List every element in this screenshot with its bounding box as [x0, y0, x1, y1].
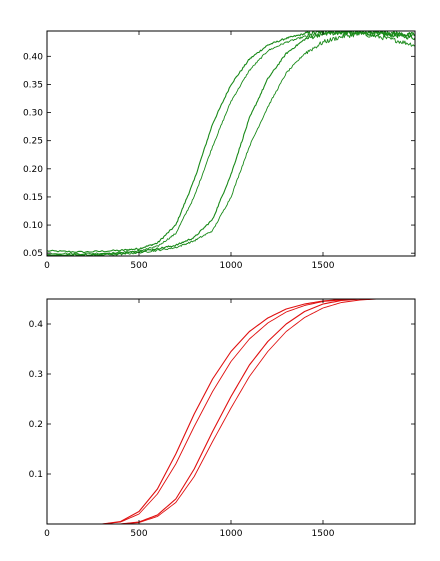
top-chart-y-tick-label: 0.20 — [23, 165, 43, 175]
top-chart-series-line-1 — [47, 31, 415, 254]
top-chart-series-line-2 — [47, 31, 415, 255]
top-chart-x-tick-label: 500 — [130, 261, 147, 271]
top-chart-frame — [46, 30, 416, 257]
bottom-chart-y-tick-label: 0.1 — [29, 470, 43, 480]
top-chart-y-tick-label: 0.40 — [23, 52, 43, 62]
top-chart-series-line-3 — [47, 31, 415, 256]
bottom-chart-x-tick-label: 0 — [44, 529, 50, 539]
bottom-chart-x-tick-label: 1000 — [220, 529, 243, 539]
bottom-chart-series-line-4 — [47, 299, 415, 524]
bottom-chart-y-tick-label: 0.2 — [29, 420, 43, 430]
bottom-chart-series-line-1 — [47, 299, 415, 524]
top-chart-x-tick-label: 0 — [44, 261, 50, 271]
bottom-chart-y-tick-label: 0.4 — [29, 320, 44, 330]
bottom-chart-series-line-2 — [47, 299, 415, 524]
top-chart-y-tick-label: 0.25 — [23, 137, 43, 147]
top-chart: 0 500 1000 1500 0.05 0.10 0.15 0.20 0.25 0.30 0.35… — [23, 30, 416, 271]
top-chart-series-line-4 — [47, 31, 415, 256]
top-chart-y-tick-label: 0.15 — [23, 193, 43, 203]
top-chart-y-tick-label: 0.05 — [23, 249, 43, 259]
top-chart-x-tick-label: 1500 — [312, 261, 335, 271]
bottom-chart-y-tick-label: 0.3 — [29, 370, 43, 380]
top-chart-y-tick-label: 0.30 — [23, 109, 43, 119]
bottom-chart-frame — [46, 298, 416, 525]
bottom-chart-x-tick-label: 1500 — [312, 529, 335, 539]
bottom-chart-x-tick-label: 500 — [130, 529, 147, 539]
bottom-chart: 0 500 1000 1500 0.1 0.2 0.3 0.4 — [29, 298, 416, 539]
bottom-chart-series-line-3 — [47, 299, 415, 524]
top-chart-y-tick-label: 0.10 — [23, 221, 43, 231]
top-chart-x-tick-label: 1000 — [220, 261, 243, 271]
top-chart-y-tick-label: 0.35 — [23, 80, 43, 90]
